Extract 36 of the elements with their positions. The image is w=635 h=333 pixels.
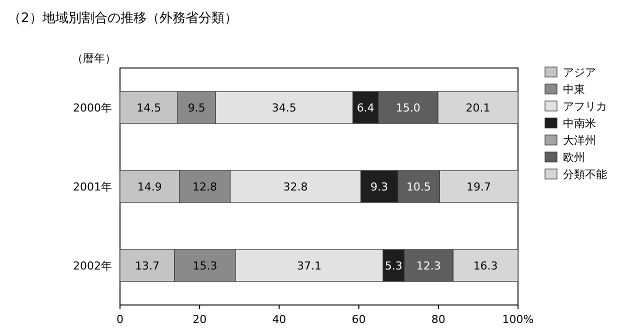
data-label: 15.3 — [192, 260, 218, 272]
legend-label: 分類不能 — [563, 168, 607, 181]
x-tick-label: 0 — [116, 313, 124, 326]
y-tick-label: 2002年 — [73, 260, 112, 272]
data-label: 12.3 — [416, 260, 441, 272]
data-label: 5.3 — [384, 260, 402, 272]
data-label: 16.3 — [473, 260, 498, 272]
x-tick-label: 80 — [431, 313, 446, 326]
legend-label: アジア — [563, 66, 596, 79]
data-label: 6.4 — [356, 102, 374, 114]
legend-label: 大洋州 — [563, 134, 596, 147]
y-tick-label: 2001年 — [73, 180, 112, 194]
legend-label: 中南米 — [563, 117, 596, 130]
legend-label: 欧州 — [563, 151, 585, 164]
data-label: 34.5 — [272, 102, 296, 114]
data-label: 20.1 — [466, 102, 490, 114]
chart-title: （2）地域別割合の推移（外務省分類） — [8, 11, 238, 26]
data-label: 37.1 — [297, 260, 322, 272]
data-label: 14.5 — [136, 102, 162, 114]
legend-label: 中東 — [563, 83, 585, 96]
data-label: 10.5 — [406, 180, 431, 194]
y-axis-title: （暦年） — [72, 52, 116, 65]
data-label: 9.3 — [370, 180, 388, 194]
data-label: 19.7 — [466, 180, 492, 194]
y-tick-label: 2000年 — [73, 102, 112, 114]
data-label: 15.0 — [396, 102, 420, 114]
data-label: 12.8 — [192, 180, 218, 194]
data-label: 32.8 — [283, 180, 308, 194]
legend-label: アフリカ — [563, 100, 607, 113]
data-label: 13.7 — [135, 260, 160, 272]
x-tick-label: 100% — [502, 313, 534, 326]
data-label: 9.5 — [188, 102, 206, 114]
x-tick-label: 20 — [192, 313, 207, 326]
x-tick-label: 40 — [272, 313, 286, 326]
data-label: 14.9 — [137, 180, 162, 194]
x-tick-label: 60 — [352, 313, 366, 326]
